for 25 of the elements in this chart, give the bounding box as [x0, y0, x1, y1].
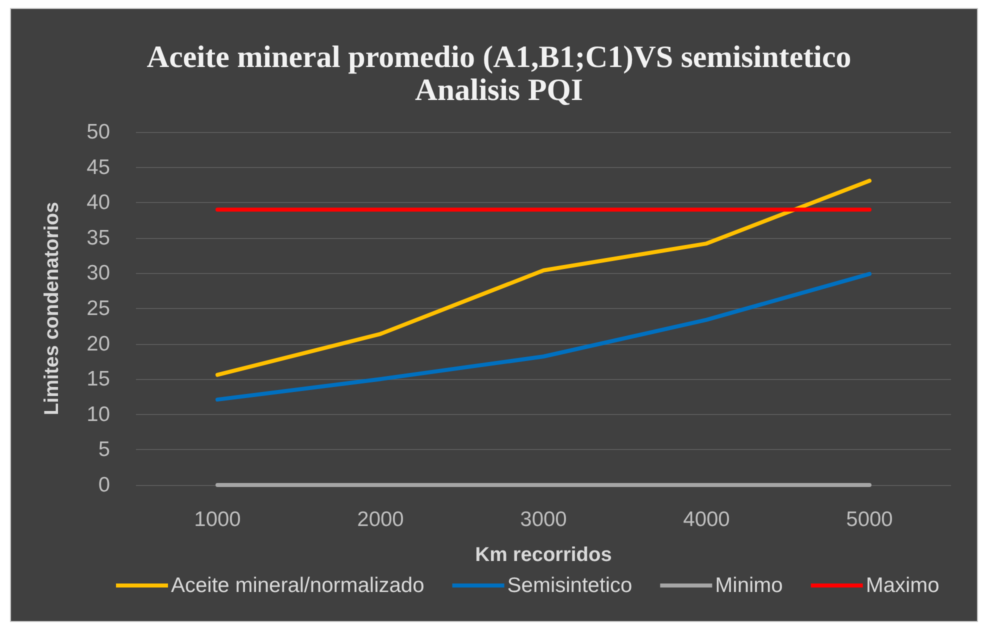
x-axis-title: Km recorridos [475, 544, 612, 566]
y-tick-label: 30 [86, 262, 110, 285]
x-tick-label: 4000 [683, 508, 730, 531]
line-series [216, 178, 872, 377]
y-tick-label: 35 [86, 226, 110, 250]
y-tick-label: 20 [86, 332, 110, 356]
y-tick-label: 10 [86, 402, 110, 426]
legend-label: Maximo [866, 574, 940, 597]
y-tick-label: 25 [86, 297, 110, 320]
y-tick-label: 15 [86, 368, 110, 391]
y-tick-label: 50 [86, 120, 110, 144]
chart-title: Aceite mineral promedio (A1,B1;C1)VS semisintetico Analisis PQI [146, 39, 852, 107]
y-axis-title: Limites condenatorios [41, 202, 63, 416]
legend-label: Minimo [715, 574, 783, 597]
y-tick-label: 0 [98, 474, 110, 496]
y-tick-label: 5 [98, 438, 110, 462]
x-tick-label: 2000 [357, 508, 404, 531]
x-tick-label: 1000 [194, 508, 241, 531]
line-series [216, 272, 872, 402]
x-tick-label: 5000 [846, 508, 893, 531]
legend-label: Semisintetico [507, 574, 632, 597]
y-tick-label: 40 [86, 191, 110, 214]
legend-label: Aceite mineral/normalizado [171, 574, 424, 597]
y-tick-label: 45 [86, 156, 110, 179]
x-tick-label: 3000 [520, 508, 567, 531]
